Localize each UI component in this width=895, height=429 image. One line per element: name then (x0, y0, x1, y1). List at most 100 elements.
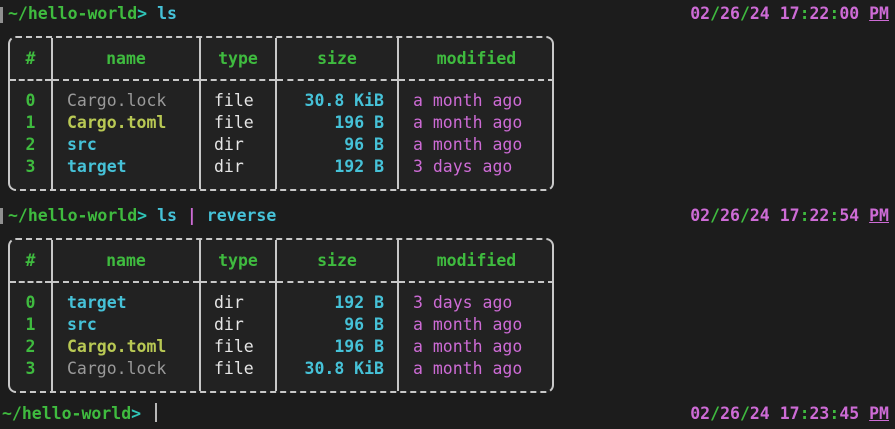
ls-output-table: # name type size modified 0 Cargo.lock file 30.… (8, 36, 554, 191)
command-token-pipe: | (186, 206, 197, 225)
column-header: size (276, 240, 399, 283)
timestamp-part: / (710, 4, 721, 23)
cell-index: 2 (10, 336, 53, 358)
cell-index: 1 (10, 112, 53, 134)
cell-index: 3 (10, 358, 53, 391)
prompt-symbol: > (137, 4, 148, 23)
timestamp-part: PM (869, 404, 889, 423)
timestamp-part: 45 (839, 404, 860, 423)
column-header: size (276, 38, 399, 81)
prompt-line-1: ~/hello-world> ls (8, 3, 177, 25)
cell-type: dir (200, 134, 277, 156)
cell-size: 196 B (276, 112, 399, 134)
column-header: modified (398, 38, 554, 81)
cell-modified: a month ago (413, 113, 523, 132)
timestamp-part: / (739, 206, 750, 225)
timestamp-part: 02 (690, 4, 711, 23)
column-header: type (200, 38, 277, 81)
cell-index: 3 (10, 156, 53, 189)
column-header: name (52, 38, 201, 81)
cell-name: Cargo.toml (52, 336, 201, 358)
timestamp: 02/26/24 17:22:54 PM (690, 205, 889, 227)
timestamp-part: 24 (749, 404, 770, 423)
timestamp-part: 22 (809, 206, 830, 225)
cell-modified: a month ago (413, 135, 523, 154)
timestamp-part: 17 (779, 404, 800, 423)
cell-size: 96 B (276, 134, 399, 156)
cell-size: 192 B (276, 282, 399, 314)
timestamp-part: 00 (839, 4, 860, 23)
cell-modified: a month ago (413, 91, 523, 110)
cell-size: 96 B (276, 314, 399, 336)
command-token-command: ls (157, 4, 177, 23)
cell-size: 192 B (276, 156, 399, 189)
table-header-row: # name type size modified (10, 38, 554, 81)
cell-size: 30.8 KiB (276, 358, 399, 391)
timestamp-part: PM (869, 206, 889, 225)
table-row: 1 src dir 96 B a month ago (10, 314, 554, 336)
timestamp-part: / (710, 206, 721, 225)
column-header: # (10, 38, 53, 81)
table-row: 3 target dir 192 B 3 days ago (10, 156, 554, 189)
timestamp-part: 26 (720, 404, 740, 423)
table-body: 0 Cargo.lock file 30.8 KiB a month ago 1 Cargo… (10, 80, 554, 189)
cell-index: 0 (10, 282, 53, 314)
cell-modified: 3 days ago (413, 157, 513, 176)
timestamp-part: 02 (690, 206, 711, 225)
ls-reverse-table: # name type size modified 0 target dir 192 B 3 d… (10, 240, 554, 391)
cell-name: src (52, 314, 201, 336)
cell-modified: a month ago (413, 337, 523, 356)
timestamp-part: 17 (779, 4, 800, 23)
command-token-command: ls (157, 206, 177, 225)
cell-type: dir (200, 314, 277, 336)
table-row: 0 target dir 192 B 3 days ago (10, 282, 554, 314)
timestamp-part: : (829, 4, 840, 23)
timestamp-part: 24 (749, 206, 770, 225)
ls-table: # name type size modified 0 Cargo.lock file 30.… (10, 38, 554, 189)
clipped-edge-glyph (0, 208, 3, 224)
table-body: 0 target dir 192 B 3 days ago 1 src dir 96 B a mo… (10, 282, 554, 391)
cell-size: 30.8 KiB (276, 80, 399, 112)
cell-name: target (52, 282, 201, 314)
clipped-edge-glyph (0, 7, 3, 23)
cell-index: 1 (10, 314, 53, 336)
timestamp-part: PM (869, 4, 889, 23)
timestamp-part: 24 (749, 4, 770, 23)
timestamp-part: 26 (720, 206, 740, 225)
timestamp: 02/26/24 17:23:45 PM (690, 403, 889, 425)
cell-modified: 3 days ago (413, 293, 513, 312)
table-header-row: # name type size modified (10, 240, 554, 283)
timestamp-part: 26 (720, 4, 740, 23)
column-header: modified (398, 240, 554, 283)
timestamp-part: : (799, 4, 810, 23)
prompt-path: ~/hello-world (8, 4, 138, 23)
cell-name: Cargo.lock (52, 80, 201, 112)
cell-type: file (200, 358, 277, 391)
cell-type: dir (200, 156, 277, 189)
table-row: 0 Cargo.lock file 30.8 KiB a month ago (10, 80, 554, 112)
text-cursor (155, 403, 158, 422)
prompt-symbol: > (131, 404, 142, 423)
cell-type: file (200, 112, 277, 134)
cell-name: Cargo.toml (52, 112, 201, 134)
prompt-path: ~/hello-world (2, 404, 132, 423)
cell-index: 2 (10, 134, 53, 156)
table-row: 1 Cargo.toml file 196 B a month ago (10, 112, 554, 134)
table-row: 2 Cargo.toml file 196 B a month ago (10, 336, 554, 358)
prompt-line-3[interactable]: ~/hello-world> (2, 403, 158, 425)
cell-size: 196 B (276, 336, 399, 358)
timestamp-part: 17 (779, 206, 800, 225)
cell-modified: a month ago (413, 315, 523, 334)
table-row: 2 src dir 96 B a month ago (10, 134, 554, 156)
timestamp-part: 54 (839, 206, 860, 225)
timestamp-part: : (829, 206, 840, 225)
cell-name: target (52, 156, 201, 189)
timestamp-part: 02 (690, 404, 711, 423)
timestamp-part: / (710, 404, 721, 423)
ls-reverse-output-table: # name type size modified 0 target dir 192 B 3 d… (8, 238, 554, 393)
timestamp-part: 22 (809, 4, 830, 23)
timestamp: 02/26/24 17:22:00 PM (690, 3, 889, 25)
cell-modified: a month ago (413, 359, 523, 378)
command-text: ls | reverse (157, 206, 276, 225)
